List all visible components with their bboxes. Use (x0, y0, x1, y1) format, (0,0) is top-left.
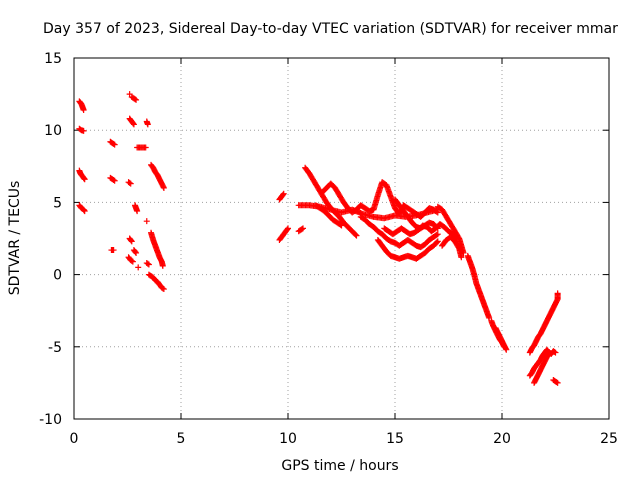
data-point (546, 351, 553, 358)
data-point (337, 221, 344, 228)
data-point (353, 232, 360, 239)
data-point (111, 177, 118, 184)
data-point (338, 222, 345, 229)
x-tick-label: 15 (386, 431, 404, 447)
plot-frame (73, 57, 610, 420)
data-point (458, 254, 465, 261)
data-point (434, 231, 441, 238)
y-tick-label: 0 (53, 268, 62, 284)
data-point (434, 238, 441, 245)
data-point (144, 260, 151, 267)
data-point (130, 120, 137, 127)
data-point (299, 225, 306, 232)
y-tick-label: -5 (48, 340, 62, 356)
data-point (160, 184, 167, 191)
data-point (352, 231, 359, 238)
data-point (130, 121, 137, 128)
data-point (159, 262, 166, 269)
data-point (127, 180, 134, 187)
data-point (160, 286, 167, 293)
data-point (142, 144, 149, 151)
data-point (280, 190, 287, 197)
y-tick-label: 15 (44, 51, 62, 67)
y-tick-label: 5 (53, 195, 62, 211)
data-point (144, 121, 151, 128)
data-point (126, 179, 133, 186)
x-tick-label: 20 (493, 431, 511, 447)
data-point (129, 258, 136, 265)
chart-title: Day 357 of 2023, Sidereal Day-to-day VTE… (43, 21, 618, 37)
data-point (143, 218, 150, 225)
y-tick-label: -10 (39, 412, 62, 428)
data-point (285, 225, 291, 232)
data-point (554, 290, 561, 297)
data-point (159, 285, 166, 292)
data-point (132, 248, 139, 255)
data-points (76, 91, 561, 386)
data-point (552, 349, 559, 356)
grid (74, 58, 609, 419)
data-point (545, 351, 552, 358)
x-tick-label: 0 (70, 431, 79, 447)
data-point (554, 379, 561, 386)
data-point (80, 106, 87, 113)
data-point (111, 141, 118, 148)
data-point (110, 177, 117, 184)
data-point (433, 239, 440, 246)
data-point (128, 237, 135, 244)
x-tick-label: 5 (177, 431, 186, 447)
data-point (553, 379, 560, 386)
data-point (134, 208, 141, 215)
y-axis-label: SDTVAR / TECUs (7, 181, 23, 296)
data-point (433, 208, 440, 215)
data-point (433, 231, 440, 238)
data-point (298, 226, 305, 233)
data-point (433, 224, 440, 231)
data-point (81, 208, 88, 215)
data-point (133, 96, 140, 103)
data-point (80, 127, 87, 134)
data-point (135, 264, 142, 271)
data-point (110, 247, 117, 254)
data-point (434, 225, 441, 232)
data-point (280, 191, 287, 198)
data-point (128, 238, 135, 245)
data-point (128, 257, 135, 264)
data-point (81, 176, 88, 183)
y-tick-label: 10 (44, 123, 62, 139)
x-tick-label: 25 (600, 431, 618, 447)
data-point (110, 140, 117, 147)
data-point (434, 209, 441, 216)
data-point (284, 226, 291, 233)
x-axis-label: GPS time / hours (281, 458, 398, 474)
data-point (503, 346, 510, 353)
ticks: 0 5 10 15 20 25 -10 -5 0 5 10 15 (39, 51, 618, 447)
data-point (551, 348, 558, 355)
data-point (133, 249, 140, 256)
data-point (131, 96, 138, 103)
x-tick-label: 10 (279, 431, 297, 447)
data-point (145, 261, 152, 268)
